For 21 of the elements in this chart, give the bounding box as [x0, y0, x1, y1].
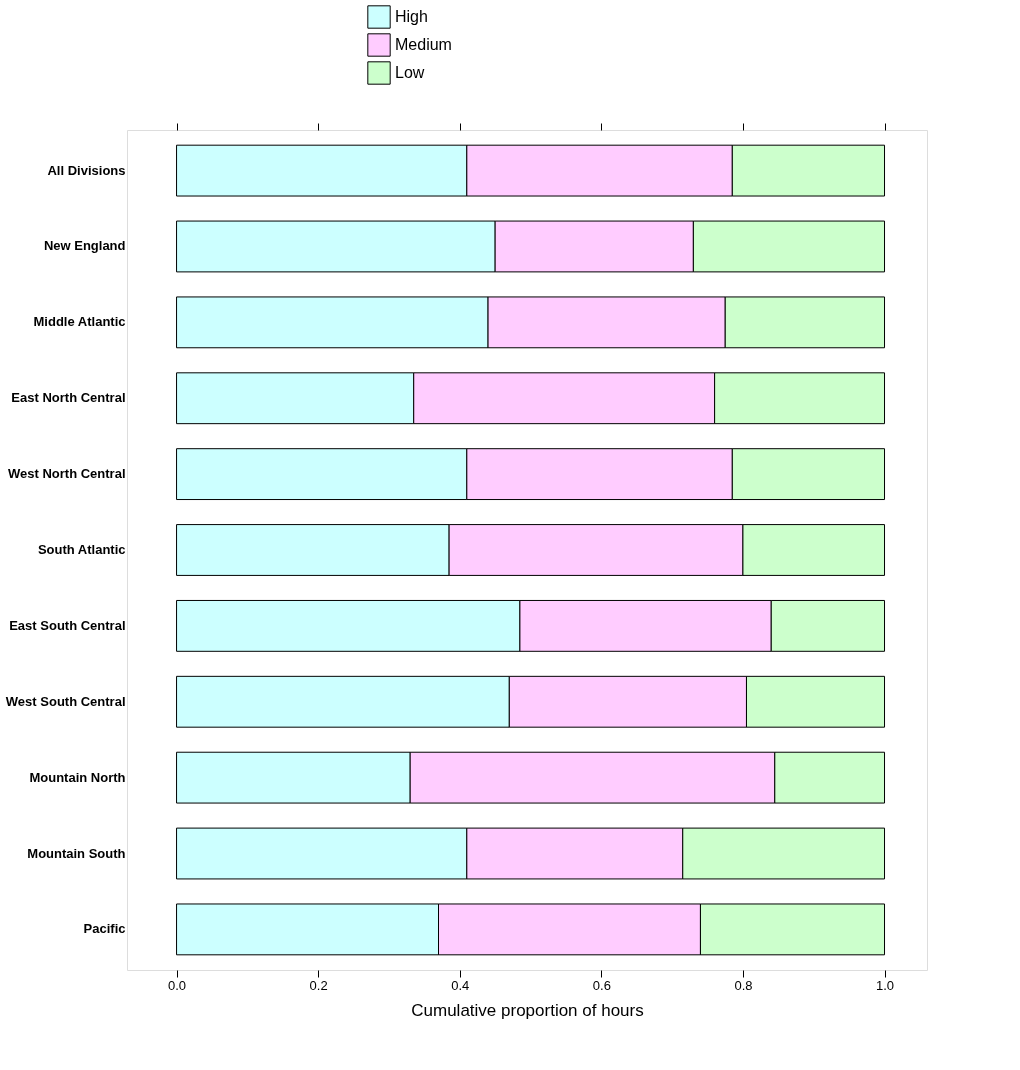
y-tick-label: New England — [43, 238, 126, 254]
x-tick-label: 0.2 — [309, 977, 328, 993]
y-tick-label: East North Central — [11, 390, 126, 406]
x-tick-label: 1.0 — [875, 977, 895, 993]
y-tick-label: Mountain North — [29, 769, 126, 785]
x-tick-label: 0.4 — [451, 977, 470, 993]
y-tick-label: Middle Atlantic — [33, 314, 126, 330]
x-axis-title: Cumulative proportion of hours — [411, 1000, 644, 1020]
legend-label: High — [395, 8, 428, 25]
y-tick-label: South Atlantic — [37, 542, 126, 557]
x-tick-label: 0.8 — [734, 977, 753, 993]
legend-label: Low — [395, 64, 425, 81]
y-tick-label: Mountain South — [27, 845, 126, 861]
y-tick-label: All Divisions — [47, 162, 126, 178]
y-tick-label: Pacific — [83, 921, 126, 937]
x-tick-label: 0.6 — [592, 977, 611, 993]
legend-label: Medium — [395, 36, 452, 53]
y-tick-label: East South Central — [9, 617, 126, 633]
y-tick-label: West North Central — [8, 466, 126, 482]
x-tick-label: 0.0 — [168, 977, 187, 993]
y-tick-label: West South Central — [5, 693, 126, 709]
